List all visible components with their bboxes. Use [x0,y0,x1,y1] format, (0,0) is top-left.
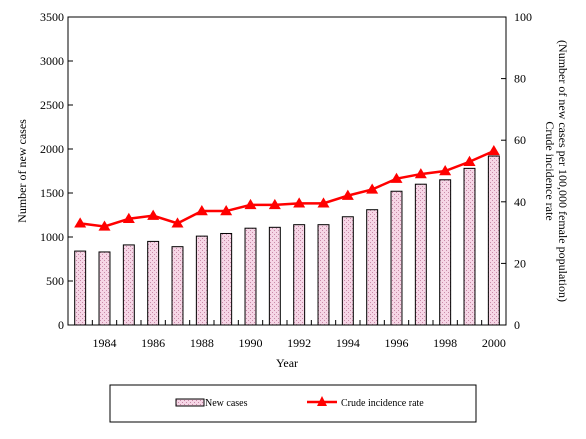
bar-new-cases [463,167,476,326]
point-crude-incidence-rate [147,209,160,220]
bar-new-cases [122,244,135,326]
point-crude-incidence-rate [317,197,330,208]
y-tick-label: 3000 [40,54,64,68]
bar-new-cases [98,251,111,326]
bar-new-cases [244,227,257,326]
bar-new-cases [268,226,281,326]
legend-label-new-cases: New cases [205,398,248,409]
legend-label-crude-incidence-rate: Crude incidence rate [341,398,424,409]
x-tick-label: 1996 [385,336,409,350]
point-crude-incidence-rate [366,183,379,194]
point-crude-incidence-rate [171,217,184,228]
x-tick-label: 1994 [336,336,360,350]
y-tick-label: 1500 [40,186,64,200]
bar-new-cases [390,190,403,326]
point-crude-incidence-rate [122,212,135,223]
y2-axis-label-line1: Crude incidence rate [543,121,557,220]
y-tick-label: 2000 [40,142,64,156]
y-tick-label: 0 [58,318,64,332]
y-tick-label: 3500 [40,10,64,24]
y2-tick-label: 20 [514,256,526,270]
legend-box [109,384,477,423]
y2-tick-label: 80 [514,72,526,86]
point-crude-incidence-rate [98,220,111,231]
y-tick-label: 1000 [40,230,64,244]
point-crude-incidence-rate [293,197,306,208]
bar-new-cases [414,183,427,326]
x-tick-label: 1984 [93,336,117,350]
bar-new-cases [341,216,354,326]
x-tick-label: 1992 [287,336,311,350]
plot-area: 0 500 1000 1500 2000 2500 3000 3500 0 20 40 60 80 100… [15,10,570,370]
bar-new-cases [366,209,379,326]
bar-new-cases [195,235,208,326]
bar-new-cases [74,250,87,326]
bar-new-cases [293,224,306,326]
legend: New cases Crude incidence rate [109,384,477,423]
point-crude-incidence-rate [244,198,257,210]
legend-swatch-new-cases [175,398,205,407]
y2-tick-label: 40 [514,195,526,209]
legend-marker-crude-incidence-rate [317,396,327,406]
x-tick-label: 1998 [433,336,457,350]
y2-tick-label: 60 [514,133,526,147]
x-tick-label: 1988 [190,336,214,350]
point-crude-incidence-rate [414,168,427,179]
y-tick-label: 2500 [40,98,64,112]
y2-tick-label: 100 [514,10,532,24]
bar-new-cases [220,232,233,326]
y-axis-label: Number of new cases [15,119,29,223]
x-tick-label: 1990 [239,336,263,350]
bar-new-cases [317,224,330,326]
x-tick-label: 1986 [141,336,165,350]
bar-new-cases [171,246,184,326]
point-crude-incidence-rate [220,205,233,216]
line-crude-incidence-rate [80,149,495,228]
bar-new-cases [487,155,500,326]
bar-new-cases [439,179,452,326]
y2-tick-label: 0 [514,318,520,332]
point-crude-incidence-rate [195,205,208,216]
point-crude-incidence-rate [439,165,452,176]
point-crude-incidence-rate [268,198,281,210]
point-crude-incidence-rate [487,144,500,156]
point-crude-incidence-rate [341,189,354,200]
point-crude-incidence-rate [74,217,87,228]
y-tick-label: 500 [46,274,64,288]
x-tick-label: 2000 [482,336,506,350]
x-axis-label: Year [276,356,298,370]
bar-new-cases [147,240,160,326]
point-crude-incidence-rate [463,155,476,166]
point-crude-incidence-rate [390,172,403,183]
y2-axis-label-line2: (Number of new cases per 100,000 female … [556,40,570,302]
